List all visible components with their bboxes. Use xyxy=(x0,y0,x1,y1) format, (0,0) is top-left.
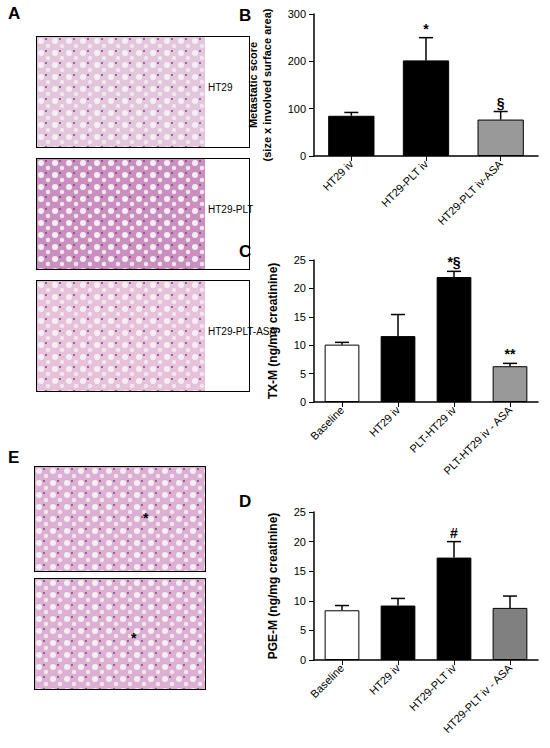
svg-text:HT29 iv: HT29 iv xyxy=(320,157,356,193)
svg-text:C: C xyxy=(239,242,251,261)
svg-text:0: 0 xyxy=(300,654,306,666)
svg-text:PLT-HT29 iv: PLT-HT29 iv xyxy=(407,403,458,454)
svg-text:15: 15 xyxy=(294,565,306,577)
svg-text:20: 20 xyxy=(294,282,306,294)
svg-text:20: 20 xyxy=(294,536,306,548)
svg-text:0: 0 xyxy=(300,396,306,408)
svg-text:200: 200 xyxy=(288,55,306,67)
html-text:HT29-PLT: HT29-PLT xyxy=(208,204,254,215)
svg-text:25: 25 xyxy=(294,506,306,518)
html-text:HT29-PLT-ASA: HT29-PLT-ASA xyxy=(208,326,277,337)
svg-text:HT29-PLT iv-ASA: HT29-PLT iv-ASA xyxy=(435,157,505,227)
html-text:A: A xyxy=(8,4,21,23)
svg-text:PLT-HT29 iv - ASA: PLT-HT29 iv - ASA xyxy=(441,403,515,477)
svg-text:10: 10 xyxy=(294,595,306,607)
svg-text:Baseline: Baseline xyxy=(308,404,346,442)
svg-text:HT29-PLT iv: HT29-PLT iv xyxy=(407,661,459,713)
svg-text:5: 5 xyxy=(300,624,306,636)
svg-text:0: 0 xyxy=(300,150,306,162)
svg-text:§: § xyxy=(497,95,505,111)
svg-text:HT29-PLT iv: HT29-PLT iv xyxy=(379,157,431,209)
svg-text:HT29 iv: HT29 iv xyxy=(367,403,403,439)
svg-text:100: 100 xyxy=(288,103,306,115)
html-text:HT29: HT29 xyxy=(208,82,233,93)
svg-text:300: 300 xyxy=(288,8,306,20)
svg-text:TX-M (ng/mg creatinine): TX-M (ng/mg creatinine) xyxy=(266,263,280,400)
svg-text:D: D xyxy=(239,492,251,511)
svg-text:*: * xyxy=(423,21,429,37)
svg-text:15: 15 xyxy=(294,311,306,323)
svg-text:5: 5 xyxy=(300,368,306,380)
svg-text:PGE-M (ng/mg creatinine): PGE-M (ng/mg creatinine) xyxy=(266,513,280,660)
svg-text:B: B xyxy=(239,6,251,25)
html-text:E: E xyxy=(8,448,20,467)
svg-text:10: 10 xyxy=(294,339,306,351)
svg-text:*§: *§ xyxy=(447,254,460,270)
svg-text:HT29 iv: HT29 iv xyxy=(367,661,403,697)
svg-text:(size x involved surface area): (size x involved surface area) xyxy=(261,8,273,161)
svg-text:**: ** xyxy=(505,346,516,362)
svg-text:#: # xyxy=(450,525,458,541)
svg-text:HT29-PLT iv - ASA: HT29-PLT iv - ASA xyxy=(441,661,515,735)
svg-text:Metastatic score: Metastatic score xyxy=(247,42,259,128)
svg-text:25: 25 xyxy=(294,254,306,266)
svg-text:Baseline: Baseline xyxy=(308,662,346,700)
